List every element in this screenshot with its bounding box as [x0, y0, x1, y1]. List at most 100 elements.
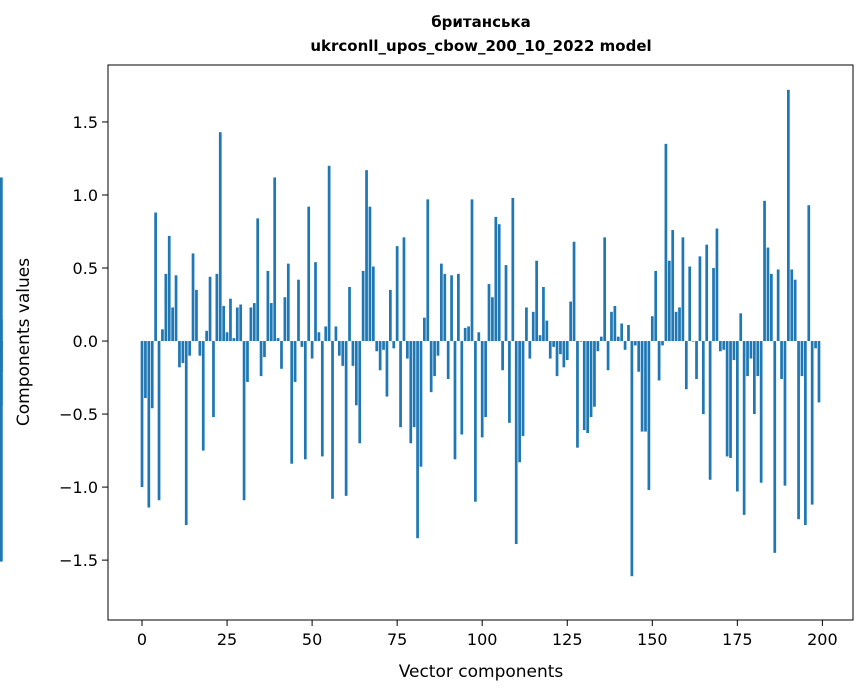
plot-area — [108, 65, 853, 620]
bar — [348, 287, 351, 342]
bar — [218, 132, 222, 342]
bar — [491, 297, 494, 342]
bar — [140, 341, 144, 488]
bar — [603, 237, 607, 342]
bar — [582, 341, 586, 431]
y-axis-label: Components values — [14, 258, 34, 426]
bar — [776, 269, 780, 342]
bar — [650, 316, 654, 342]
bar — [725, 341, 729, 457]
x-axis: 0 25 50 75 100 125 150 175 200 — [137, 620, 838, 649]
bar — [246, 341, 249, 382]
bar — [586, 341, 590, 434]
bar — [654, 270, 658, 342]
bar — [545, 320, 549, 342]
bar — [436, 341, 440, 356]
y-tick-label: 1.5 — [73, 113, 98, 132]
bar — [657, 341, 661, 381]
bar — [807, 205, 811, 342]
bar — [215, 273, 219, 342]
bar — [361, 270, 365, 342]
bar — [783, 341, 787, 486]
bar — [252, 303, 256, 342]
bar — [388, 289, 392, 342]
bar — [239, 304, 243, 342]
bar — [487, 284, 491, 342]
bar — [157, 341, 161, 501]
bar — [616, 336, 620, 342]
bar — [181, 341, 185, 363]
bar — [742, 341, 746, 515]
x-tick-label: 175 — [722, 630, 753, 649]
bar — [749, 341, 753, 359]
bar — [752, 341, 756, 415]
bar — [735, 341, 739, 492]
bar — [453, 341, 457, 460]
bar — [678, 307, 681, 342]
bar — [310, 341, 314, 359]
x-tick-label: 150 — [637, 630, 668, 649]
bar — [470, 199, 474, 342]
bar — [212, 341, 215, 417]
bar — [739, 313, 743, 342]
bar — [630, 341, 634, 577]
bar — [354, 341, 358, 406]
chart-title: британська — [431, 13, 531, 31]
bar — [633, 341, 637, 346]
bar — [409, 341, 413, 444]
bar — [412, 341, 416, 428]
bar — [722, 341, 726, 350]
bar — [164, 273, 168, 342]
chart-subtitle: ukrconll_upos_cbow_200_10_2022 model — [310, 37, 651, 55]
bar — [559, 341, 562, 355]
bar — [426, 199, 430, 342]
x-axis-label: Vector components — [399, 662, 564, 682]
bar — [201, 341, 205, 451]
bar — [637, 341, 641, 372]
bar — [256, 218, 260, 342]
bar — [419, 341, 423, 467]
bar — [770, 273, 773, 342]
bar — [814, 341, 817, 349]
bar — [555, 341, 559, 377]
bar — [538, 335, 542, 342]
x-tick-label: 125 — [552, 630, 583, 649]
x-tick-label: 75 — [387, 630, 407, 649]
bar — [647, 341, 651, 491]
bar — [416, 341, 419, 539]
bar — [695, 341, 698, 380]
bar — [188, 341, 191, 356]
bar — [0, 341, 3, 406]
bar — [307, 206, 311, 342]
bar — [178, 341, 181, 368]
bar — [460, 341, 464, 435]
bar — [681, 237, 685, 342]
bar — [150, 341, 154, 409]
bar — [450, 275, 453, 342]
bar — [205, 330, 209, 342]
bar — [174, 275, 178, 342]
bar — [732, 341, 736, 361]
bar — [433, 341, 436, 377]
bar — [691, 341, 695, 342]
bar — [273, 177, 277, 342]
bar — [521, 341, 525, 436]
bar — [787, 89, 790, 342]
bar — [399, 341, 402, 428]
bar — [766, 247, 770, 342]
bar — [222, 305, 226, 342]
bar — [542, 287, 545, 342]
bar — [443, 273, 447, 342]
bar — [266, 270, 270, 342]
bar — [548, 341, 552, 359]
bar — [511, 197, 515, 342]
bar — [664, 143, 668, 342]
bar — [406, 341, 409, 359]
bar — [477, 332, 481, 342]
bar — [225, 332, 229, 342]
bar — [467, 326, 470, 342]
bar — [280, 341, 283, 369]
bar — [593, 341, 596, 407]
bar — [698, 256, 702, 342]
